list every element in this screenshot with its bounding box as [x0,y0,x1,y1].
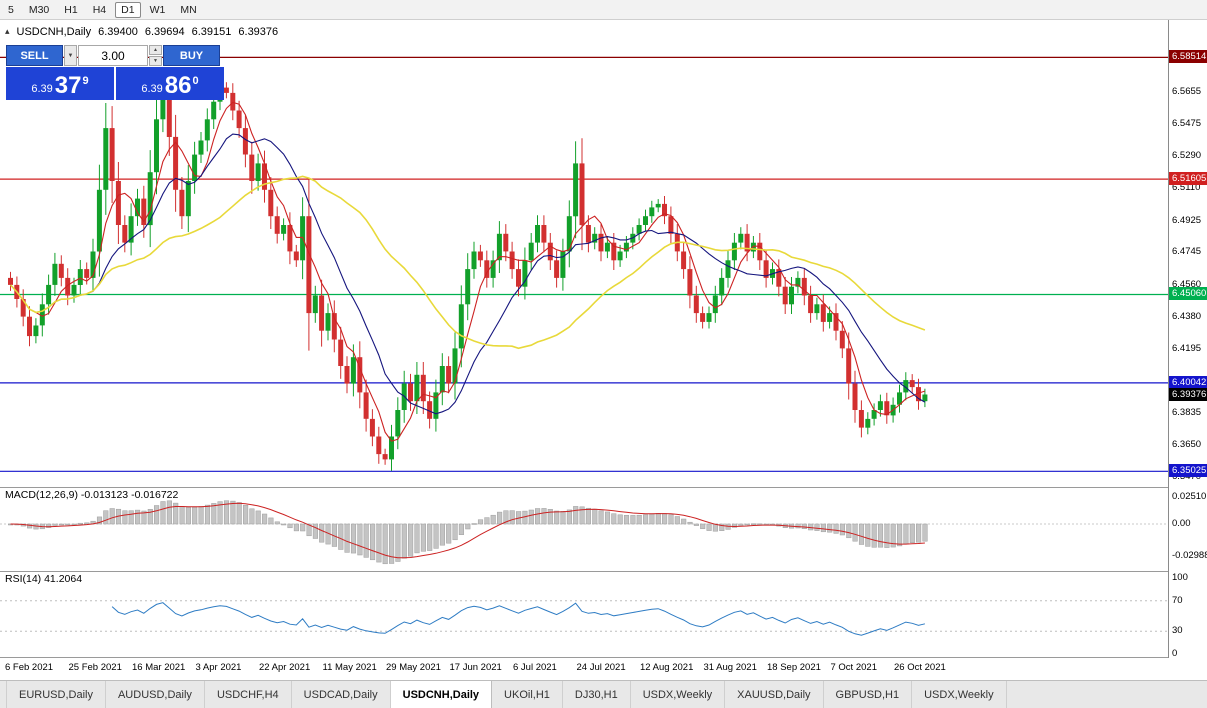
price-tick-label: 6.4560 [1172,278,1202,290]
date-label: 7 Oct 2021 [830,662,877,673]
volume-spinner: ▲ ▼ [149,45,162,66]
price-tick-label: 6.4195 [1172,343,1202,355]
chart-tab-usdcnh-daily[interactable]: USDCNH,Daily [390,681,493,708]
sell-price-base: 6.39 [31,83,53,95]
date-label: 24 Jul 2021 [576,662,626,673]
volume-dropdown-icon[interactable]: ▼ [64,45,77,66]
chart-tab-audusd-daily[interactable]: AUDUSD,Daily [106,681,205,708]
buy-price-big: 86 [164,72,192,99]
price-tick-label: 6.3835 [1172,406,1202,418]
rsi-tick-label: 100 [1172,572,1188,583]
date-label: 25 Feb 2021 [68,662,122,673]
price-line-label: 6.40042 [1169,375,1207,389]
timeframe-button-h1[interactable]: H1 [64,3,78,16]
time-axis[interactable]: 6 Feb 2021 25 Feb 2021 16 Mar 2021 3 Apr 20… [0,658,1168,680]
rsi-tick-label: 0 [1172,648,1178,659]
sell-price-display[interactable]: 6.39 37 9 [6,67,114,100]
candlestick-chart-canvas[interactable] [0,20,1168,680]
price-tick-label: 6.4380 [1172,310,1202,322]
rsi-tick-label: 70 [1172,594,1183,606]
price-tick-label: 6.5475 [1172,117,1202,129]
date-label: 16 Mar 2021 [132,662,186,673]
chart-tab-ukoil-h1[interactable]: UKOil,H1 [492,681,563,708]
buy-price-base: 6.39 [141,83,163,95]
date-label: 11 May 2021 [322,662,377,673]
volume-increase-icon[interactable]: ▲ [149,45,162,55]
rsi-indicator-label: RSI(14) 41.2064 [5,573,83,585]
date-label: 29 May 2021 [386,662,441,673]
sell-price-sup: 9 [82,75,89,87]
price-tick-label: 6.3650 [1172,439,1202,451]
price-tick-label: 6.5655 [1172,86,1202,97]
ohlc-low: 6.39151 [191,26,232,38]
ohlc-high: 6.39694 [144,26,185,38]
timeframe-button-m30[interactable]: M30 [28,3,50,16]
date-label: 3 Apr 2021 [195,662,242,673]
volume-input[interactable] [78,45,148,66]
timeframe-button-h4[interactable]: H4 [92,3,107,16]
price-line-label: 6.39376 [1169,387,1207,401]
macd-tick-label: 0.02510 [1172,490,1207,502]
timeframe-toolbar: 5 M30 H1 H4 D1 W1 MN [0,0,1207,20]
macd-indicator-label: MACD(12,26,9) -0.013123 -0.016722 [5,489,179,501]
price-line-label: 6.35025 [1169,464,1207,478]
price-axis[interactable]: 6.5655 6.5475 6.5290 6.5110 6.4925 6.4745 6.45… [1168,20,1207,659]
price-line-label: 6.58514 [1169,50,1207,64]
price-line-label: 6.51605 [1169,172,1207,186]
date-label: 26 Oct 2021 [894,662,946,673]
date-label: 31 Aug 2021 [703,662,757,673]
chart-tabs-bar: EURUSD,Daily AUDUSD,Daily USDCHF,H4 USDCAD,… [0,680,1207,708]
timeframe-button-w1[interactable]: W1 [149,3,166,16]
timeframe-button-5[interactable]: 5 [8,3,14,16]
timeframe-button-mn[interactable]: MN [180,3,197,16]
rsi-tick-label: 30 [1172,625,1183,637]
timeframe-button-d1[interactable]: D1 [115,1,141,18]
chart-tab-usdchf-h4[interactable]: USDCHF,H4 [205,681,292,708]
sell-price-big: 37 [54,72,82,99]
chart-symbol-label: USDCNH,Daily [16,26,92,38]
chart-tab-usdcad-daily[interactable]: USDCAD,Daily [292,681,391,708]
chart-tab-xauusd-daily[interactable]: XAUUSD,Daily [725,681,824,708]
buy-price-display[interactable]: 6.39 86 0 [116,67,224,100]
chart-tab-gbpusd-h1[interactable]: GBPUSD,H1 [824,681,913,708]
ohlc-close: 6.39376 [238,26,279,38]
chart-tab-usdx-weekly[interactable]: USDX,Weekly [912,681,1007,708]
price-tick-label: 6.5290 [1172,150,1202,162]
date-label: 6 Jul 2021 [513,662,557,673]
one-click-trading-panel: SELL ▼ ▲ ▼ BUY 6.39 37 9 6.39 86 0 [6,45,224,100]
macd-tick-label: 0.00 [1172,518,1191,529]
date-label: 18 Sep 2021 [767,662,821,673]
price-line-label: 6.45060 [1169,287,1207,301]
buy-price-sup: 0 [192,75,199,87]
price-tick-label: 6.4925 [1172,214,1202,226]
ohlc-open: 6.39400 [98,26,138,38]
volume-decrease-icon[interactable]: ▼ [149,56,162,66]
price-tick-label: 6.5110 [1172,182,1201,194]
date-label: 17 Jun 2021 [449,662,502,673]
chart-area[interactable]: ▴ USDCNH,Daily 6.39400 6.39694 6.39151 6… [0,20,1207,680]
sell-button[interactable]: SELL [6,45,63,66]
macd-tick-label: -0.02988 [1172,550,1207,562]
chart-ohlc-info: ▴ USDCNH,Daily 6.39400 6.39694 6.39151 6… [5,26,278,38]
date-label: 6 Feb 2021 [5,662,54,673]
chart-tab-usdx-weekly[interactable]: USDX,Weekly [631,681,726,708]
collapse-trade-panel-icon[interactable]: ▴ [5,26,10,36]
buy-button[interactable]: BUY [163,45,220,66]
chart-tab-dj30-h1[interactable]: DJ30,H1 [563,681,631,708]
chart-tab-eurusd-daily[interactable]: EURUSD,Daily [6,681,106,708]
date-label: 22 Apr 2021 [259,662,311,673]
price-tick-label: 6.4745 [1172,246,1202,258]
date-label: 12 Aug 2021 [640,662,694,673]
